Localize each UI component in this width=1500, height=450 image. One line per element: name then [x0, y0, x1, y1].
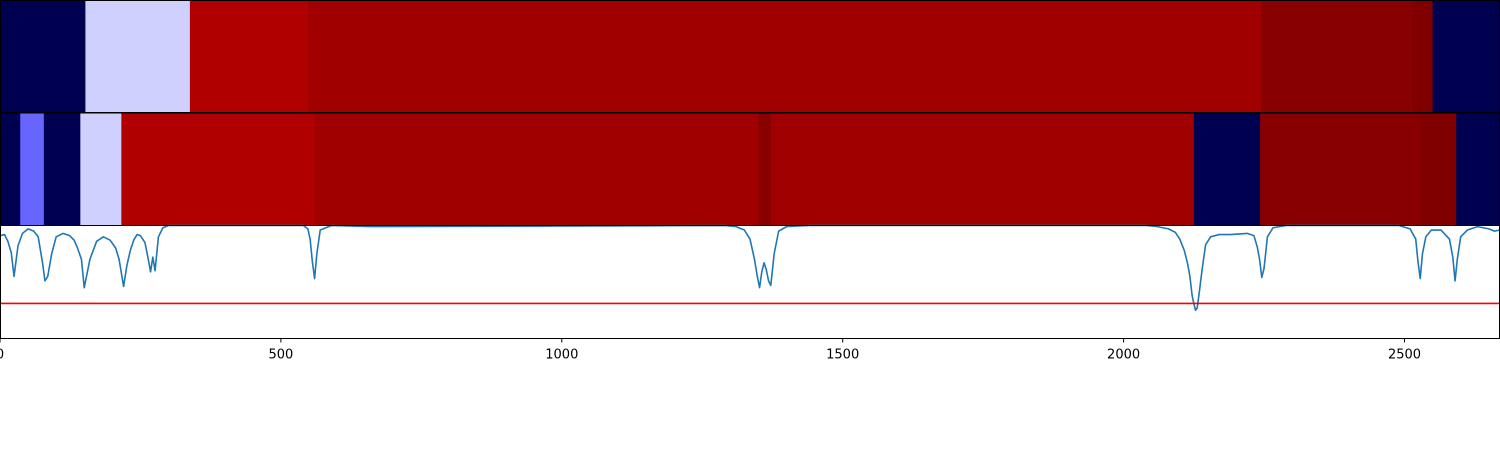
- x-tick-label-2500: 2500: [1388, 348, 1421, 363]
- heatmap-top-cell-2: [189, 0, 309, 113]
- heatmap-middle-cell-2: [43, 113, 81, 226]
- heatmap-middle-cell-3: [80, 113, 122, 226]
- heatmap-middle-cell-0: [0, 113, 21, 226]
- heatmap-top-cell-1: [85, 0, 191, 113]
- heatmap-top-cell-0: [0, 0, 86, 113]
- heatmap-middle-cell-7: [770, 113, 1195, 226]
- x-tick-label-2000: 2000: [1107, 348, 1140, 363]
- heatmap-top-cell-5: [1412, 0, 1434, 113]
- heatmap-middle-cell-5: [314, 113, 759, 226]
- heatmap-top-cell-6: [1432, 0, 1500, 113]
- x-tick-label-1500: 1500: [826, 348, 859, 363]
- x-tick-label-500: 500: [268, 348, 293, 363]
- heatmap-middle-cell-9: [1260, 113, 1421, 226]
- x-tick-label-1000: 1000: [545, 348, 578, 363]
- heatmap-middle-cell-4: [121, 113, 316, 226]
- heatmap-panel-middle: [0, 113, 1500, 226]
- heatmap-panel-top: [0, 0, 1500, 113]
- heatmap-middle-cell-10: [1420, 113, 1457, 226]
- x-axis: 0 500 1000 1500 2000 2500: [0, 338, 1421, 363]
- heatmap-top-cell-4: [1261, 0, 1414, 113]
- heatmap-middle-cell-11: [1456, 113, 1500, 226]
- heatmap-top-cell-3: [307, 0, 1262, 113]
- heatmap-middle-cell-1: [20, 113, 45, 226]
- heatmap-middle-cell-8: [1193, 113, 1261, 226]
- x-tick-label-0: 0: [0, 348, 4, 363]
- heatmap-middle-cell-6: [758, 113, 772, 226]
